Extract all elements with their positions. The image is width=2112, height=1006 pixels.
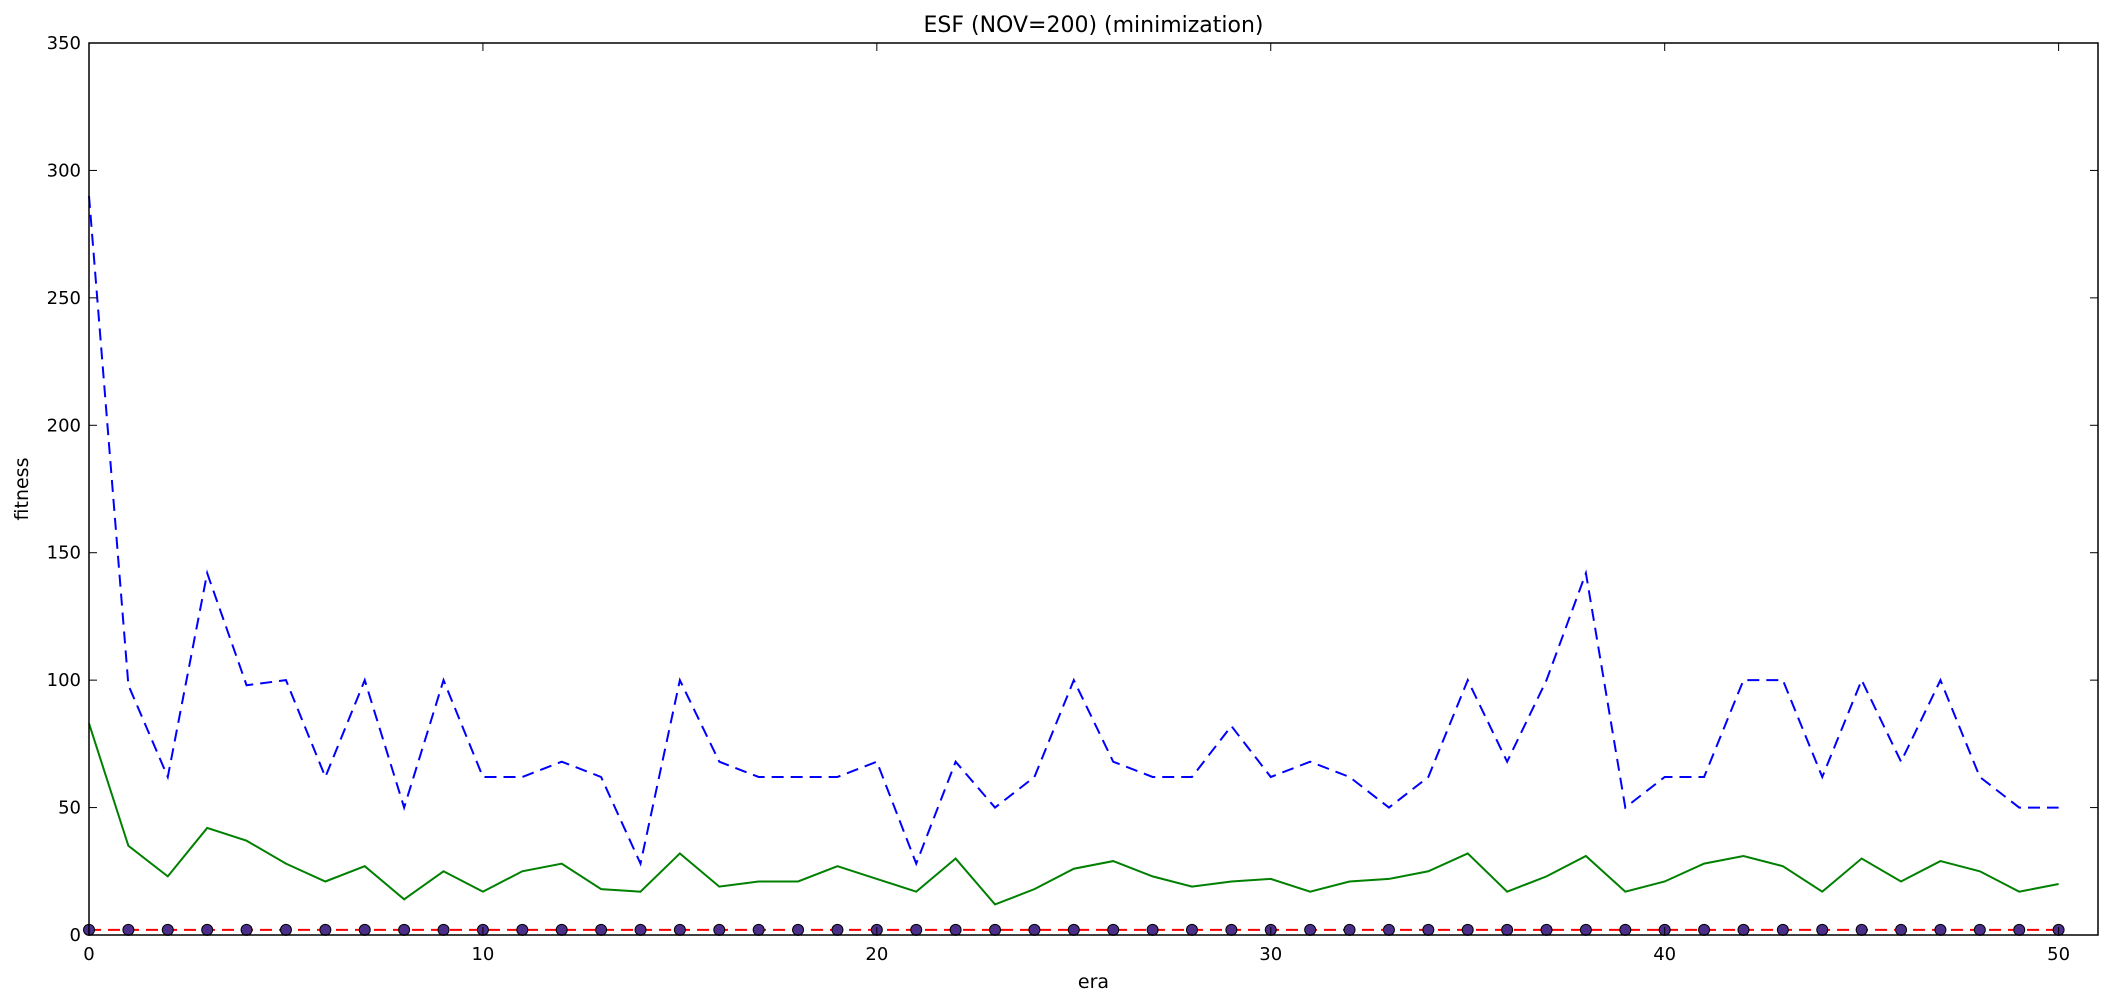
x-tick-label: 20 [865, 944, 888, 965]
data-point [161, 923, 174, 936]
y-tick-label: 100 [47, 670, 81, 691]
data-point [910, 923, 923, 936]
data-point [1619, 923, 1632, 936]
data-point [989, 923, 1002, 936]
data-point [555, 923, 568, 936]
series-line-1 [88, 195, 2059, 867]
y-tick-label: 150 [47, 543, 81, 564]
y-tick-label: 0 [70, 925, 81, 946]
series-layer [83, 195, 2065, 936]
x-tick-label: 30 [1259, 944, 1282, 965]
y-tick-label: 50 [58, 798, 81, 819]
data-point [122, 923, 135, 936]
y-tick-label: 200 [47, 415, 81, 436]
data-point [1776, 923, 1789, 936]
data-point [1895, 923, 1908, 936]
data-point [1973, 923, 1986, 936]
chart-title: ESF (NOV=200) (minimization) [923, 13, 1263, 38]
data-point [1816, 923, 1829, 936]
series-line-2 [88, 723, 2059, 906]
y-axis-title: fitness [11, 458, 33, 521]
data-point [792, 923, 805, 936]
x-tick-label: 10 [471, 944, 494, 965]
data-point [1185, 923, 1198, 936]
data-point [1698, 923, 1711, 936]
data-point [516, 923, 529, 936]
x-tick-label: 0 [83, 944, 94, 965]
y-tick-label: 250 [47, 288, 81, 309]
data-point [713, 923, 726, 936]
data-point [1855, 923, 1868, 936]
data-point [201, 923, 214, 936]
data-point [1737, 923, 1750, 936]
data-point [1461, 923, 1474, 936]
data-point [240, 923, 253, 936]
data-point [1934, 923, 1947, 936]
data-point [1382, 923, 1395, 936]
data-point [1540, 923, 1553, 936]
data-point [1304, 923, 1317, 936]
data-point [1225, 923, 1238, 936]
data-point [1146, 923, 1159, 936]
data-point [1067, 923, 1080, 936]
x-tick-label: 40 [1653, 944, 1676, 965]
data-point [1028, 923, 1041, 936]
x-tick-label: 50 [2047, 944, 2070, 965]
data-point [398, 923, 411, 936]
data-point [1579, 923, 1592, 936]
data-point [673, 923, 686, 936]
data-point [2013, 923, 2026, 936]
y-tick-label: 300 [47, 160, 81, 181]
data-point [279, 923, 292, 936]
data-point [1107, 923, 1120, 936]
data-point [752, 923, 765, 936]
data-point [831, 923, 844, 936]
tick-layer: 0 10 20 30 40 50 0 50 100 150 200 250 300 350 [47, 33, 2098, 965]
data-point [1501, 923, 1514, 936]
data-point [1422, 923, 1435, 936]
data-point [1343, 923, 1356, 936]
data-point [634, 923, 647, 936]
data-point [949, 923, 962, 936]
x-axis-title: era [1078, 971, 1109, 993]
y-tick-label: 350 [47, 33, 81, 54]
data-point [319, 923, 332, 936]
data-point [595, 923, 608, 936]
data-point [437, 923, 450, 936]
plot-frame [88, 42, 2099, 936]
data-point [358, 923, 371, 936]
